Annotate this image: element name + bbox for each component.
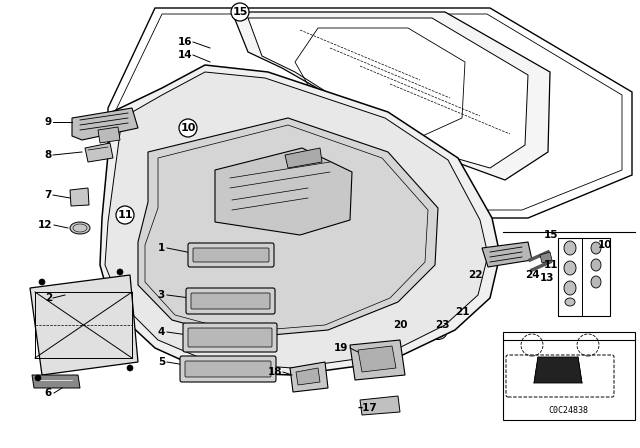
FancyBboxPatch shape	[191, 293, 270, 309]
Polygon shape	[540, 252, 552, 263]
Ellipse shape	[591, 259, 601, 271]
Polygon shape	[296, 368, 320, 385]
Polygon shape	[85, 143, 113, 162]
Polygon shape	[70, 188, 89, 206]
Circle shape	[127, 365, 133, 371]
Text: 15: 15	[232, 7, 248, 17]
Text: 24: 24	[525, 270, 540, 280]
Ellipse shape	[429, 324, 447, 340]
Text: 6: 6	[45, 388, 52, 398]
FancyBboxPatch shape	[188, 243, 274, 267]
Text: 18: 18	[268, 367, 282, 377]
Text: 11: 11	[543, 260, 558, 270]
Text: 20: 20	[394, 320, 408, 330]
Text: 13: 13	[540, 273, 554, 283]
Text: 10: 10	[598, 240, 612, 250]
Polygon shape	[30, 275, 138, 375]
Polygon shape	[72, 108, 138, 140]
Polygon shape	[32, 375, 80, 388]
Text: –17: –17	[358, 403, 378, 413]
Ellipse shape	[564, 241, 576, 255]
Text: 19: 19	[333, 343, 348, 353]
Ellipse shape	[591, 242, 601, 254]
Polygon shape	[105, 72, 488, 368]
Text: 5: 5	[157, 357, 165, 367]
Polygon shape	[138, 118, 438, 338]
Text: 15: 15	[543, 230, 558, 240]
Polygon shape	[360, 396, 400, 415]
Polygon shape	[290, 362, 328, 392]
Polygon shape	[248, 18, 528, 168]
Ellipse shape	[404, 326, 420, 338]
Ellipse shape	[564, 281, 576, 295]
Text: 4: 4	[157, 327, 165, 337]
Circle shape	[116, 206, 134, 224]
Circle shape	[35, 375, 41, 381]
Polygon shape	[98, 127, 120, 143]
FancyBboxPatch shape	[183, 323, 277, 352]
Polygon shape	[482, 242, 532, 267]
Ellipse shape	[432, 327, 444, 337]
Text: 21: 21	[455, 307, 470, 317]
Circle shape	[117, 269, 123, 275]
Ellipse shape	[564, 261, 576, 275]
Circle shape	[179, 119, 197, 137]
Text: 11: 11	[117, 210, 132, 220]
Ellipse shape	[565, 298, 575, 306]
Ellipse shape	[591, 276, 601, 288]
Polygon shape	[534, 357, 582, 383]
Ellipse shape	[449, 313, 461, 323]
FancyBboxPatch shape	[180, 356, 276, 382]
Text: 3: 3	[157, 290, 165, 300]
Polygon shape	[358, 346, 396, 372]
FancyBboxPatch shape	[193, 248, 269, 262]
Text: 23: 23	[435, 320, 449, 330]
Polygon shape	[215, 148, 352, 235]
Text: 9: 9	[45, 117, 52, 127]
Text: 2: 2	[45, 293, 52, 303]
FancyBboxPatch shape	[185, 361, 271, 377]
Polygon shape	[350, 340, 405, 380]
Circle shape	[39, 279, 45, 285]
Text: 16: 16	[177, 37, 192, 47]
Text: 10: 10	[180, 123, 196, 133]
Text: 12: 12	[38, 220, 52, 230]
Text: 7: 7	[45, 190, 52, 200]
Ellipse shape	[401, 323, 423, 341]
Polygon shape	[285, 148, 322, 168]
Polygon shape	[232, 12, 550, 180]
FancyBboxPatch shape	[188, 328, 272, 347]
Text: 14: 14	[177, 50, 192, 60]
Text: C0C24838: C0C24838	[548, 405, 588, 414]
Ellipse shape	[70, 222, 90, 234]
Polygon shape	[108, 8, 632, 218]
Polygon shape	[100, 65, 500, 375]
Text: 22: 22	[468, 270, 483, 280]
FancyBboxPatch shape	[186, 288, 275, 314]
Text: 8: 8	[45, 150, 52, 160]
Circle shape	[231, 3, 249, 21]
Ellipse shape	[446, 310, 464, 326]
Text: 1: 1	[157, 243, 165, 253]
